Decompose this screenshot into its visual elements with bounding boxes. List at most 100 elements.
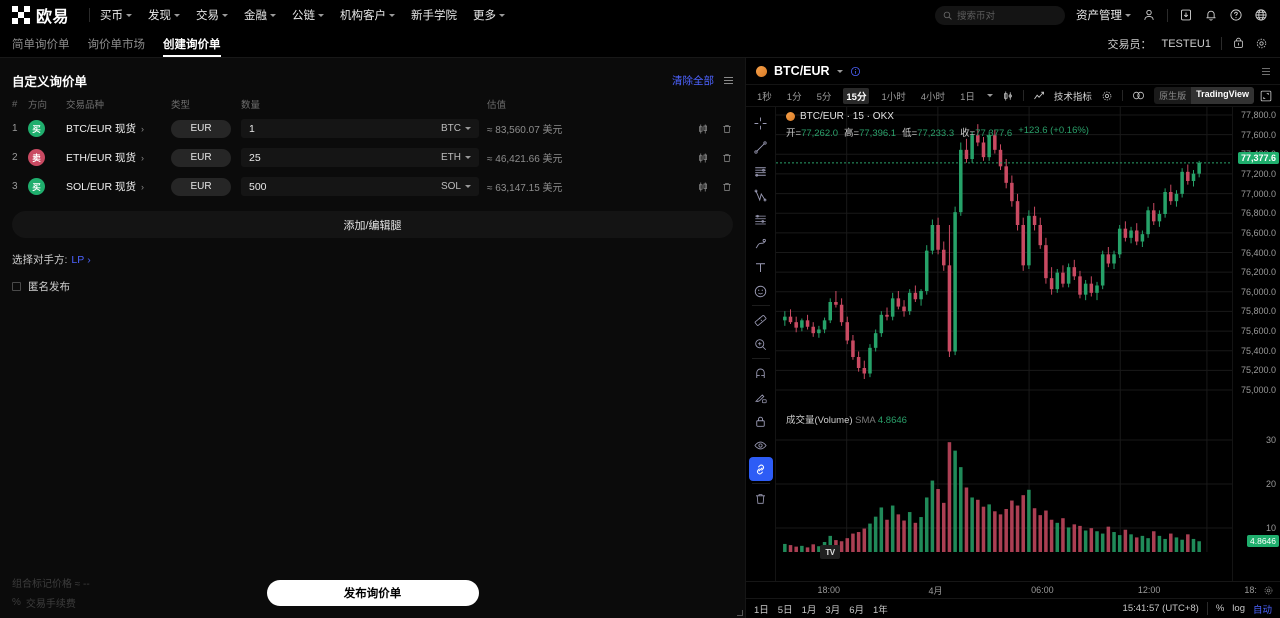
eye-tool-icon[interactable] [749, 433, 773, 457]
chart-plot[interactable]: BTC/EUR · 15 · OKX 开=77,262.0 高=77,396.1… [776, 107, 1232, 581]
time-axis-settings-icon[interactable] [1263, 585, 1274, 596]
range-1d[interactable]: 1日 [754, 604, 769, 616]
nav-item-chain[interactable]: 公链 [292, 7, 325, 23]
side-badge-buy[interactable]: 买 [28, 120, 45, 137]
auto-scale-toggle[interactable]: 自动 [1252, 604, 1272, 616]
delete-icon[interactable] [721, 152, 733, 164]
quantity-input[interactable]: 500 SOL [241, 177, 479, 196]
view-mode-tradingview[interactable]: TradingView [1191, 87, 1254, 104]
nav-item-academy[interactable]: 新手学院 [411, 7, 457, 23]
timeframe-1s[interactable]: 1秒 [757, 91, 772, 103]
delete-icon[interactable] [721, 181, 733, 193]
anonymous-publish-row[interactable]: 匿名发布 [0, 267, 745, 294]
add-edit-leg-button[interactable]: 添加/编辑腿 [12, 211, 733, 238]
link-tool-icon[interactable] [748, 457, 773, 481]
type-pill[interactable]: EUR [171, 148, 231, 167]
nav-item-more[interactable]: 更多 [473, 7, 506, 23]
table-row[interactable]: 3 买 SOL/EUR 现货 › EUR 500 SOL [12, 172, 733, 201]
quantity-unit-selector[interactable]: BTC [441, 123, 471, 134]
row-side[interactable]: 卖 [28, 149, 66, 166]
candlestick-icon[interactable] [697, 123, 709, 135]
nav-item-finance[interactable]: 金融 [244, 7, 277, 23]
compare-icon[interactable] [1132, 90, 1145, 101]
nav-item-discover[interactable]: 发现 [148, 7, 181, 23]
table-row[interactable]: 1 买 BTC/EUR 现货 › EUR 1 BTC [12, 114, 733, 143]
clear-all-button[interactable]: 清除全部 [672, 74, 714, 87]
timeframe-4h[interactable]: 4小时 [920, 91, 946, 103]
instrument-selector[interactable]: SOL/EUR 现货 › [66, 179, 171, 194]
instrument-selector[interactable]: ETH/EUR 现货 › [66, 150, 171, 165]
user-icon[interactable] [1142, 8, 1156, 22]
type-pill[interactable]: EUR [171, 177, 231, 196]
download-icon[interactable] [1179, 8, 1193, 22]
fullscreen-icon[interactable] [1260, 90, 1272, 102]
table-row[interactable]: 2 卖 ETH/EUR 现货 › EUR 25 ETH [12, 143, 733, 172]
delete-icon[interactable] [721, 123, 733, 135]
instrument-selector[interactable]: BTC/EUR 现货 › [66, 121, 171, 136]
pitchfork-tool-icon[interactable] [749, 183, 773, 207]
tab-simple-rfq[interactable]: 简单询价单 [12, 30, 70, 57]
timeframe-15m[interactable]: 15分 [843, 87, 870, 104]
range-6mo[interactable]: 6月 [849, 604, 864, 616]
nav-item-trade[interactable]: 交易 [196, 7, 229, 23]
settings-icon[interactable] [1255, 37, 1268, 50]
counterparty-selector[interactable]: LP › [71, 254, 90, 266]
globe-icon[interactable] [1254, 8, 1268, 22]
crosshair-tool-icon[interactable] [749, 111, 773, 135]
magnet-tool-icon[interactable] [749, 361, 773, 385]
type-pill[interactable]: EUR [171, 119, 231, 138]
brush-tool-icon[interactable] [749, 231, 773, 255]
timeframe-5m[interactable]: 5分 [816, 91, 832, 103]
trend-line-tool-icon[interactable] [749, 135, 773, 159]
row-side[interactable]: 买 [28, 120, 66, 137]
side-badge-sell[interactable]: 卖 [28, 149, 45, 166]
price-axis[interactable]: 77,800.077,600.077,400.077,200.077,000.0… [1232, 107, 1280, 581]
okx-logo[interactable]: 欧易 [12, 3, 69, 27]
emoji-tool-icon[interactable] [749, 279, 773, 303]
publish-rfq-button[interactable]: 发布询价单 [266, 580, 479, 606]
drag-handle-icon[interactable] [1262, 67, 1270, 75]
lock-tool-icon[interactable] [749, 409, 773, 433]
view-mode-native[interactable]: 原生版 [1159, 91, 1187, 101]
measure-tool-icon[interactable] [749, 308, 773, 332]
tradingview-badge[interactable]: TV [820, 545, 840, 559]
tab-create-rfq[interactable]: 创建询价单 [163, 30, 221, 57]
timeframe-1d[interactable]: 1日 [960, 91, 975, 103]
timeframe-1h[interactable]: 1小时 [881, 91, 906, 103]
candlestick-icon[interactable] [697, 181, 709, 193]
tab-rfq-market[interactable]: 询价单市场 [88, 30, 146, 57]
timeframe-1m[interactable]: 1分 [786, 91, 802, 103]
info-icon[interactable] [850, 66, 861, 77]
help-icon[interactable] [1229, 8, 1243, 22]
draw-lock-tool-icon[interactable] [749, 385, 773, 409]
quantity-input[interactable]: 25 ETH [241, 148, 479, 167]
row-side[interactable]: 买 [28, 178, 66, 195]
chevron-down-icon[interactable] [986, 94, 993, 97]
range-5d[interactable]: 5日 [777, 604, 793, 616]
nav-item-institutional[interactable]: 机构客户 [340, 7, 396, 23]
chart-settings-icon[interactable] [1101, 90, 1113, 102]
chevron-down-icon[interactable] [836, 69, 843, 73]
resize-handle[interactable] [737, 610, 743, 616]
range-3mo[interactable]: 3月 [825, 604, 841, 616]
history-icon[interactable] [1232, 37, 1245, 50]
quantity-unit-selector[interactable]: SOL [441, 181, 471, 192]
indicator-chart-icon[interactable] [1033, 90, 1045, 102]
horizontal-lines-tool-icon[interactable] [749, 159, 773, 183]
remove-drawings-icon[interactable] [749, 486, 773, 510]
percent-scale-toggle[interactable]: % [1215, 603, 1225, 614]
quantity-input[interactable]: 1 BTC [241, 119, 479, 138]
range-1mo[interactable]: 1月 [801, 604, 817, 616]
zoom-tool-icon[interactable] [749, 332, 773, 356]
fibonacci-tool-icon[interactable] [749, 207, 773, 231]
range-1y[interactable]: 1年 [872, 604, 888, 616]
nav-item-buy-crypto[interactable]: 买币 [100, 7, 133, 23]
anonymous-checkbox[interactable] [12, 282, 21, 291]
bell-icon[interactable] [1204, 8, 1218, 22]
side-badge-buy[interactable]: 买 [28, 178, 45, 195]
log-scale-toggle[interactable]: log [1232, 603, 1245, 614]
drag-handle-icon[interactable] [724, 76, 733, 84]
search-input[interactable]: 搜索币对 [935, 5, 1065, 25]
indicators-button[interactable]: 技术指标 [1053, 91, 1092, 103]
time-axis[interactable]: 18:00 4月 06:00 12:00 18: [746, 581, 1280, 598]
